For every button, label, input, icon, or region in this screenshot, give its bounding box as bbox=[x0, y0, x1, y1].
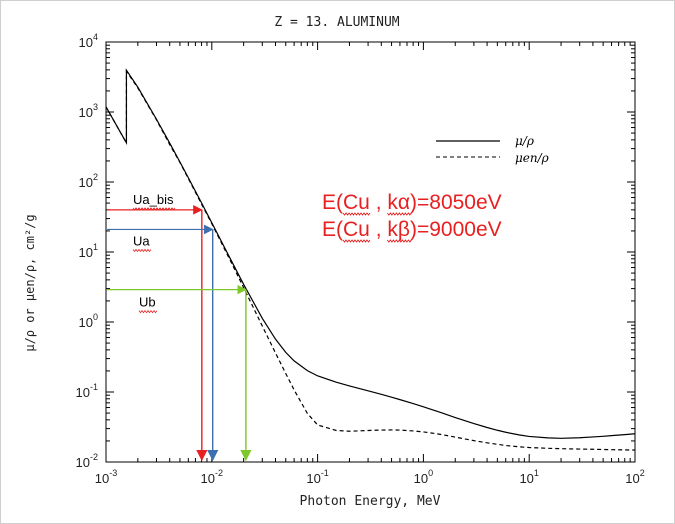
spellcheck-underline bbox=[132, 207, 176, 211]
plot-frame bbox=[105, 41, 636, 463]
y-tick-label: 104 bbox=[79, 32, 98, 50]
marker-layer: Ua_bis Ua Ub bbox=[107, 192, 252, 462]
y-axis-label: μ/ρ or μen/ρ, cm²/g bbox=[23, 214, 37, 351]
x-axis-label: Photon Energy, MeV bbox=[300, 494, 441, 509]
spellcheck-underline bbox=[387, 212, 412, 216]
spellcheck-underline bbox=[342, 212, 371, 216]
energy-annotation: E(Cu , kα)=8050eV E(Cu , kβ)=9000eV bbox=[322, 191, 502, 243]
legend-dashed-label: μen/ρ bbox=[515, 151, 549, 165]
legend-solid-label: μ/ρ bbox=[515, 134, 534, 148]
spellcheck-underline bbox=[138, 309, 158, 314]
x-tick-label: 101 bbox=[519, 468, 538, 486]
x-tick-label: 102 bbox=[625, 468, 644, 486]
spellcheck-underline bbox=[342, 239, 371, 243]
y-tick-label: 103 bbox=[79, 102, 98, 120]
spellcheck-underline bbox=[387, 239, 412, 243]
series-mu-rho-line bbox=[105, 68, 636, 439]
marker-label: Ua bbox=[133, 233, 150, 248]
y-tick-label: 101 bbox=[79, 242, 98, 260]
series-layer bbox=[105, 68, 636, 451]
energy-kbeta-text: E(Cu , kβ)=9000eV bbox=[322, 218, 502, 241]
energy-kalpha-text: E(Cu , kα)=8050eV bbox=[322, 191, 502, 214]
marker-label: Ub bbox=[139, 295, 156, 310]
y-tick-label: 10-2 bbox=[76, 452, 98, 470]
y-tick-label: 100 bbox=[79, 312, 98, 330]
x-tick-label: 10-1 bbox=[306, 468, 328, 486]
legend: μ/ρ μen/ρ bbox=[436, 134, 549, 165]
series-mu-en-rho-line bbox=[105, 69, 636, 451]
marker-label: Ua_bis bbox=[133, 192, 174, 207]
x-tick-label: 10-3 bbox=[95, 468, 117, 486]
y-tick-label: 10-1 bbox=[76, 382, 98, 400]
x-tick-label: 100 bbox=[414, 468, 433, 486]
axes-group: 10-3 10-2 10-1 100 101 10210-210-110010110210… bbox=[76, 32, 645, 486]
chart-title: Z = 13. ALUMINUM bbox=[274, 15, 399, 30]
x-tick-label: 10-2 bbox=[201, 468, 223, 486]
spellcheck-underline bbox=[132, 248, 152, 253]
y-tick-label: 102 bbox=[79, 172, 98, 190]
